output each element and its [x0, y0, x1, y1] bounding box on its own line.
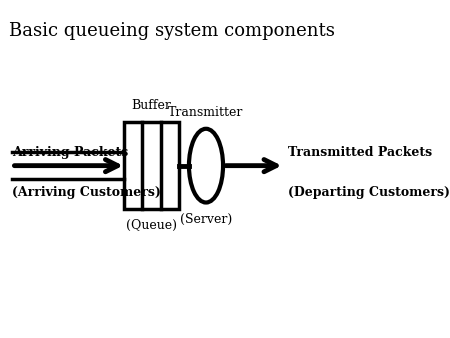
Text: Arriving Packets: Arriving Packets — [12, 146, 128, 159]
Text: Buffer: Buffer — [131, 99, 171, 112]
Text: Transmitted Packets: Transmitted Packets — [288, 146, 432, 159]
Text: (Server): (Server) — [180, 213, 232, 225]
Text: (Departing Customers): (Departing Customers) — [288, 186, 450, 199]
Ellipse shape — [189, 129, 223, 202]
Text: Transmitter: Transmitter — [168, 106, 244, 119]
Text: (Queue): (Queue) — [126, 219, 177, 232]
Text: (Arriving Customers): (Arriving Customers) — [12, 186, 161, 199]
Text: Basic queueing system components: Basic queueing system components — [9, 22, 335, 40]
Bar — [124, 122, 179, 209]
